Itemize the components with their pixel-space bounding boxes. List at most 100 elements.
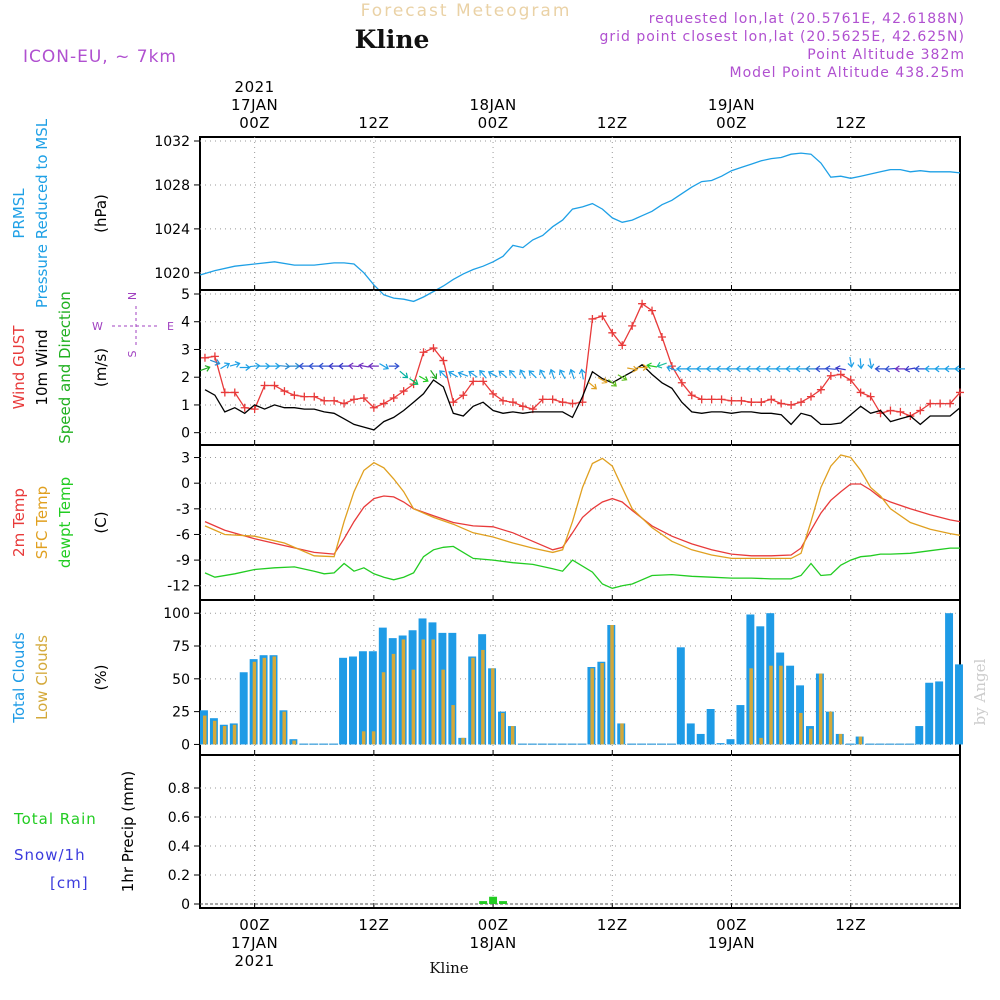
axis-label-temperature-3: (C) [92, 511, 110, 533]
wind-direction-arrow [578, 368, 586, 380]
wind-direction-arrow [944, 365, 956, 373]
axis-label-wind-2: Speed and Direction [56, 291, 74, 444]
series-line-temperature-2 [204, 545, 960, 589]
wind-direction-arrow [519, 369, 526, 380]
bar-total-clouds [547, 743, 557, 745]
bar-low-clouds [759, 737, 763, 745]
bar-low-clouds [292, 740, 296, 745]
bar-low-clouds [421, 639, 426, 745]
gust-marker [946, 399, 955, 408]
axis-label-clouds-2: (%) [92, 665, 110, 691]
axis-label-temperature-2: dewpt Temp [56, 477, 74, 568]
y-tick-label: 1020 [154, 266, 190, 282]
wind-direction-arrow [666, 365, 677, 372]
bar-total-clouds [537, 743, 547, 745]
gust-marker [896, 407, 905, 416]
panel-temperature: -12 -9 -6 -3 0 3 2m Temp SFC Temp dewpt Temp (C) [10, 444, 961, 601]
gust-marker [777, 399, 786, 408]
compass-west: W [92, 320, 103, 333]
bar-rain [499, 901, 507, 904]
time-label-bottom: 12Z [597, 916, 628, 934]
gust-marker [717, 395, 726, 404]
wind-direction-arrow [914, 365, 926, 373]
time-label-top: 17JAN [231, 96, 278, 114]
bar-low-clouds [481, 649, 485, 745]
gust-marker [787, 400, 796, 409]
compass-north: N [126, 292, 139, 300]
wind-direction-arrow [735, 365, 747, 373]
bar-low-clouds [799, 712, 803, 745]
gust-marker [359, 394, 368, 403]
wind-direction-arrow [588, 381, 598, 390]
credit-watermark: by Angel [971, 658, 989, 725]
y-tick-label: 0 [181, 897, 190, 913]
bar-total-clouds [557, 743, 567, 745]
bar-low-clouds [779, 665, 783, 745]
time-label-bottom: 19JAN [708, 934, 755, 952]
wind-direction-arrow [418, 375, 429, 383]
wind-direction-arrow [867, 358, 875, 370]
y-tick-label: 0.2 [168, 868, 190, 884]
wind-direction-arrow [279, 362, 291, 370]
time-label-bottom: 12Z [835, 916, 866, 934]
wind-direction-arrow [904, 365, 916, 373]
gust-marker [856, 388, 865, 397]
wind-direction-arrow [934, 365, 946, 373]
gust-marker [340, 399, 349, 408]
bar-low-clouds [501, 712, 505, 745]
wind-direction-arrow [239, 364, 251, 371]
bar-low-clouds [510, 726, 515, 745]
time-label-top: 19JAN [708, 96, 755, 114]
wind-direction-arrow [430, 369, 438, 380]
gust-marker [230, 388, 239, 397]
y-tick-label: 75 [172, 639, 190, 655]
axis-label-clouds-0: Total Clouds [10, 632, 28, 724]
gust-marker [469, 377, 478, 386]
wind-direction-arrow [259, 362, 271, 370]
wind-direction-arrow [528, 370, 537, 379]
axis-label-pressure-0: PRMSL [10, 188, 28, 239]
gust-marker [657, 332, 666, 341]
wind-direction-arrow [824, 365, 836, 373]
wind-direction-arrow [338, 362, 350, 370]
bar-low-clouds [620, 723, 624, 745]
wind-direction-arrow [539, 369, 546, 380]
panel-frame [199, 754, 961, 909]
wind-direction-arrow [804, 365, 816, 373]
wind-direction-arrow [715, 365, 727, 373]
bar-total-clouds [368, 651, 377, 745]
gust-marker [806, 392, 815, 401]
gust-marker [250, 405, 259, 414]
axis-label-wind-0: Wind GUST [10, 325, 28, 410]
time-label-top: 18JAN [469, 96, 516, 114]
y-tick-label: 0 [181, 426, 190, 442]
wind-direction-arrow [409, 378, 419, 385]
wind-direction-arrow [249, 362, 261, 370]
gust-marker [508, 398, 517, 407]
time-label-bottom: 00Z [716, 916, 747, 934]
axis-label-rain: Total Rain [13, 810, 97, 828]
wind-direction-arrow [457, 370, 469, 378]
gust-marker [459, 391, 468, 400]
time-label-top: 12Z [835, 114, 866, 132]
gust-marker [419, 348, 428, 357]
axis-label-temperature-1: SFC Temp [33, 486, 51, 559]
gust-marker [697, 395, 706, 404]
gust-marker [379, 399, 388, 408]
bar-total-clouds [885, 743, 895, 745]
gust-marker [816, 385, 825, 394]
gust-marker [866, 392, 875, 401]
bar-low-clouds [391, 653, 396, 745]
wind-direction-arrow [479, 369, 487, 379]
wind-direction-arrow [209, 359, 221, 366]
panel-frame [199, 599, 961, 756]
wind-direction-arrow [884, 365, 896, 373]
wind-direction-arrow [548, 368, 556, 380]
bar-low-clouds [371, 731, 376, 745]
panel-frame [199, 444, 961, 601]
bar-low-clouds [491, 668, 495, 745]
gust-marker [757, 398, 766, 407]
y-tick-label: -6 [176, 527, 190, 543]
axis-label-snow: Snow/1h [14, 846, 86, 864]
wind-direction-arrow [675, 365, 687, 373]
